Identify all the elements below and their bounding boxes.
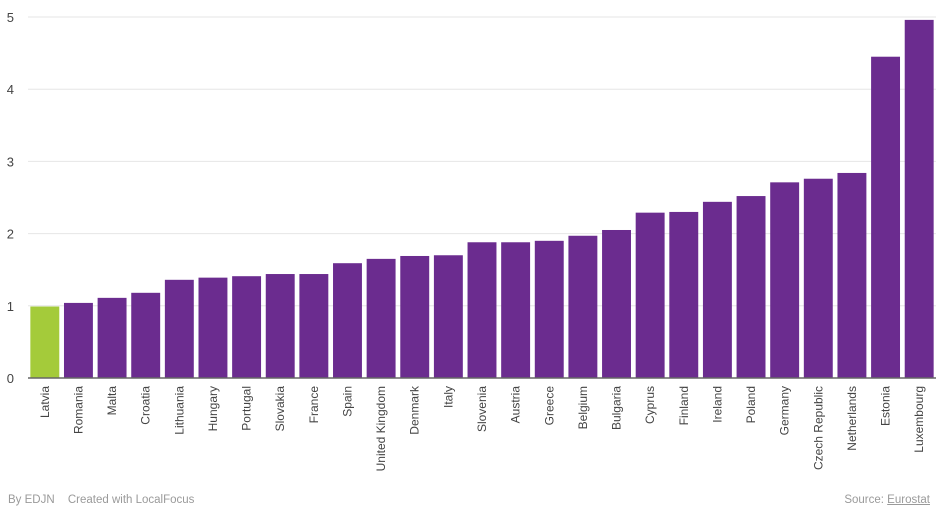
bar-latvia [30, 306, 60, 378]
x-tick-label: Spain [340, 386, 354, 417]
x-tick-label: Ireland [710, 386, 724, 423]
bar-luxembourg [904, 19, 934, 378]
x-tick-label: Poland [744, 386, 758, 423]
bar-malta [97, 297, 127, 378]
x-tick-label: Slovakia [273, 386, 287, 432]
x-tick-label: Latvia [38, 386, 52, 418]
bar-lithuania [164, 279, 194, 378]
bar-austria [501, 242, 531, 378]
bar-france [299, 274, 329, 378]
footer-by: By EDJN [8, 494, 55, 506]
x-tick-label: Estonia [879, 386, 893, 426]
bar-finland [669, 211, 699, 378]
x-tick-label: Hungary [206, 386, 220, 431]
x-tick-label: Netherlands [845, 386, 859, 451]
y-tick-label: 2 [7, 227, 14, 242]
x-tick-label: Bulgaria [610, 386, 624, 430]
bar-croatia [131, 292, 161, 378]
bar-poland [736, 196, 766, 378]
x-tick-label: Romania [71, 386, 85, 434]
bar-germany [770, 182, 800, 378]
footer-source: Source: Eurostat [844, 494, 930, 506]
bar-cyprus [635, 212, 665, 378]
bar-portugal [232, 276, 262, 378]
x-tick-label: Italy [441, 386, 455, 408]
x-tick-label: Lithuania [172, 386, 186, 435]
y-tick-label: 1 [7, 299, 14, 314]
y-tick-label: 5 [7, 10, 14, 25]
bar-united-kingdom [366, 258, 396, 378]
x-tick-label: Luxembourg [912, 386, 926, 453]
bar-slovenia [467, 242, 497, 378]
y-tick-label: 3 [7, 154, 14, 169]
x-tick-label: France [307, 386, 321, 424]
bar-hungary [198, 277, 228, 378]
y-tick-label: 0 [7, 371, 14, 386]
bar-estonia [871, 56, 901, 379]
x-tick-label: Germany [778, 386, 792, 435]
footer-credits: By EDJN Created with LocalFocus [8, 494, 194, 506]
bar-netherlands [837, 172, 867, 378]
x-tick-label: Portugal [240, 386, 254, 431]
bar-ireland [702, 201, 732, 378]
bar-denmark [400, 255, 430, 378]
bar-greece [534, 240, 564, 378]
footer-created-with-link[interactable]: Created with LocalFocus [67, 494, 195, 506]
bar-spain [333, 263, 362, 378]
bar-bulgaria [602, 229, 631, 378]
x-tick-label: Slovenia [475, 386, 489, 432]
x-tick-label: Greece [542, 386, 556, 426]
x-tick-label: Malta [105, 386, 119, 416]
bar-chart: 0 1 2 3 4 5 Latvia Romania Malta Croatia Lithuania… [7, 10, 936, 471]
x-tick-label: Belgium [576, 386, 590, 429]
x-tick-label: United Kingdom [374, 386, 388, 471]
bar-slovakia [265, 274, 295, 378]
y-tick-label: 4 [7, 82, 14, 97]
x-tick-label: Finland [677, 386, 691, 425]
bar-romania [63, 302, 93, 378]
x-tick-label: Denmark [408, 385, 422, 435]
bar-italy [433, 255, 463, 378]
source-label: Source: [844, 494, 884, 506]
source-link[interactable]: Eurostat [887, 494, 930, 506]
x-tick-label: Cyprus [643, 386, 657, 424]
x-tick-label: Croatia [139, 386, 153, 425]
x-tick-label: Czech Republic [811, 386, 825, 470]
bar-belgium [568, 235, 598, 378]
bar-czech-republic [803, 178, 833, 378]
x-tick-label: Austria [509, 386, 523, 424]
